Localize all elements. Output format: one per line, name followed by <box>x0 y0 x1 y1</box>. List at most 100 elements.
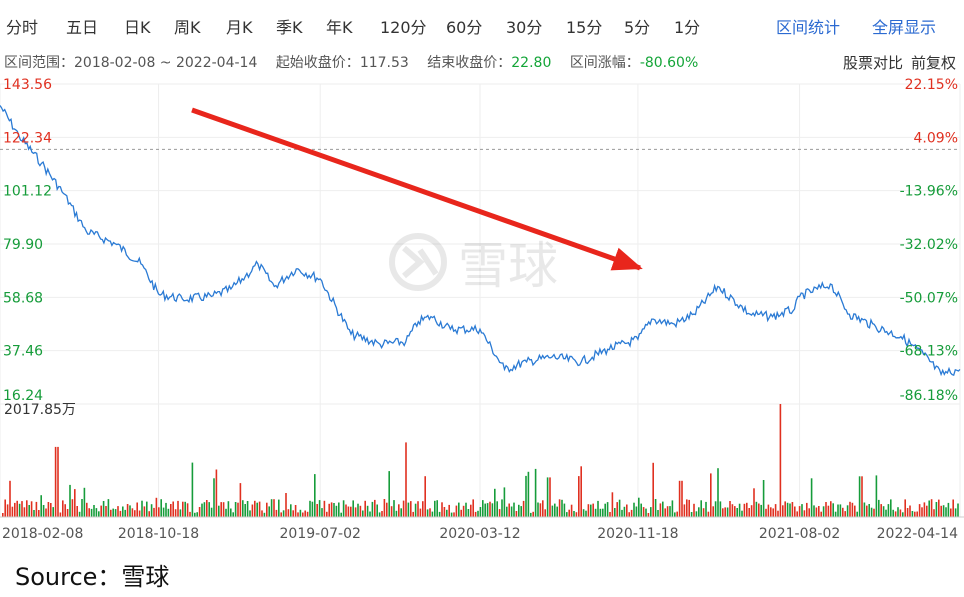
volume-bar <box>652 462 654 517</box>
volume-bar <box>508 503 510 517</box>
volume-bar <box>383 499 386 517</box>
volume-bar <box>350 506 352 517</box>
volume-bar <box>882 506 885 517</box>
volume-bar <box>388 471 390 517</box>
volume-bar <box>678 480 681 517</box>
date-tick-label: 2018-02-08 <box>2 526 83 542</box>
period-tab-0[interactable]: 分时 <box>6 18 39 37</box>
volume-bar <box>88 508 90 517</box>
volume-bar <box>724 507 726 517</box>
period-tab-1[interactable]: 五日 <box>66 18 99 37</box>
period-tab-10[interactable]: 15分 <box>566 18 603 37</box>
period-tab-9[interactable]: 30分 <box>506 18 543 37</box>
date-tick-label: 2021-08-02 <box>759 526 840 542</box>
volume-bar <box>400 508 402 517</box>
volume-bar <box>33 510 35 517</box>
period-tab-7[interactable]: 120分 <box>380 18 427 37</box>
stock-compare-button[interactable]: 股票对比 <box>842 54 903 72</box>
volume-bar <box>640 503 642 517</box>
volume-bar <box>568 509 570 517</box>
start-close-value: 117.53 <box>359 55 409 71</box>
volume-bar <box>659 503 662 517</box>
volume-bar <box>527 471 530 517</box>
volume-bar <box>246 501 249 517</box>
volume-bar <box>654 499 657 517</box>
volume-bar <box>542 500 544 517</box>
volume-bar <box>4 499 6 517</box>
period-tab-8[interactable]: 60分 <box>446 18 483 37</box>
volume-bar <box>551 505 554 517</box>
volume-bar <box>849 501 851 517</box>
volume-bar <box>947 502 950 517</box>
volume-bar <box>796 511 798 517</box>
volume-bar <box>292 510 294 517</box>
volume-bar <box>957 503 959 517</box>
period-tab-3[interactable]: 周K <box>174 18 201 37</box>
volume-bar <box>98 511 100 517</box>
volume-bar <box>626 504 628 517</box>
volume-bar <box>844 511 846 517</box>
volume-bar <box>614 508 616 517</box>
volume-bar <box>453 512 455 517</box>
volume-bar <box>438 511 441 517</box>
volume-bar <box>11 506 14 517</box>
percent-tick-label: -50.07% <box>900 290 958 306</box>
volume-bar <box>234 502 237 517</box>
volume-bar <box>484 503 486 517</box>
volume-bar <box>261 510 263 517</box>
volume-bar <box>398 504 400 517</box>
volume-bar <box>731 504 734 517</box>
volume-bar <box>609 512 611 517</box>
volume-bar <box>854 505 856 517</box>
period-tab-4[interactable]: 月K <box>226 18 253 37</box>
volume-bar <box>676 511 678 517</box>
volume-bar <box>158 507 160 517</box>
period-tab-6[interactable]: 年K <box>326 18 353 37</box>
volume-bar <box>767 504 770 517</box>
adjust-mode-button[interactable]: 前复权 <box>910 54 956 72</box>
interval-change-label: 区间涨幅： <box>569 55 640 71</box>
volume-bar <box>434 500 436 517</box>
volume-bar <box>753 488 755 517</box>
volume-bar <box>830 501 832 517</box>
period-tab-2[interactable]: 日K <box>124 18 151 37</box>
fullscreen-button[interactable]: 全屏显示 <box>872 18 937 37</box>
interval-stats-button[interactable]: 区间统计 <box>776 18 841 37</box>
volume-bar <box>638 497 640 517</box>
volume-bar <box>78 511 81 517</box>
volume-bar <box>818 506 820 517</box>
volume-bar <box>66 509 69 517</box>
trend-arrow <box>191 107 643 271</box>
volume-bar <box>198 507 201 517</box>
volume-bar <box>686 499 688 517</box>
volume-bar <box>297 512 299 517</box>
volume-bar <box>878 499 880 517</box>
volume-bar <box>174 509 177 517</box>
volume-bar <box>225 508 227 517</box>
volume-bar <box>321 508 323 517</box>
percent-axis: 22.15% 4.09% -13.96% -32.02% -50.07% -68.13% -… <box>900 77 958 404</box>
volume-bar <box>707 511 710 517</box>
volume-bar <box>868 504 870 517</box>
volume-bar <box>299 509 302 517</box>
period-tab-12[interactable]: 1分 <box>674 18 701 37</box>
interval-change-value: -80.60% <box>639 55 699 71</box>
volume-bar <box>911 511 914 517</box>
period-tab-5[interactable]: 季K <box>276 18 303 37</box>
volume-bar <box>532 511 534 517</box>
volume-bar <box>150 504 153 517</box>
volume-bar <box>726 507 729 517</box>
volume-bar <box>789 503 791 517</box>
volume-bar <box>902 512 904 517</box>
volume-bar <box>810 478 813 517</box>
volume-bar <box>81 499 83 517</box>
volume-bar <box>791 502 794 517</box>
period-tab-11[interactable]: 5分 <box>624 18 651 37</box>
volume-bar <box>885 509 887 517</box>
volume-bar <box>897 507 899 517</box>
volume-bar <box>371 501 374 517</box>
volume-bar <box>923 502 926 517</box>
volume-bar <box>167 508 170 517</box>
volume-bar <box>954 508 957 517</box>
volume-bar <box>170 504 172 517</box>
